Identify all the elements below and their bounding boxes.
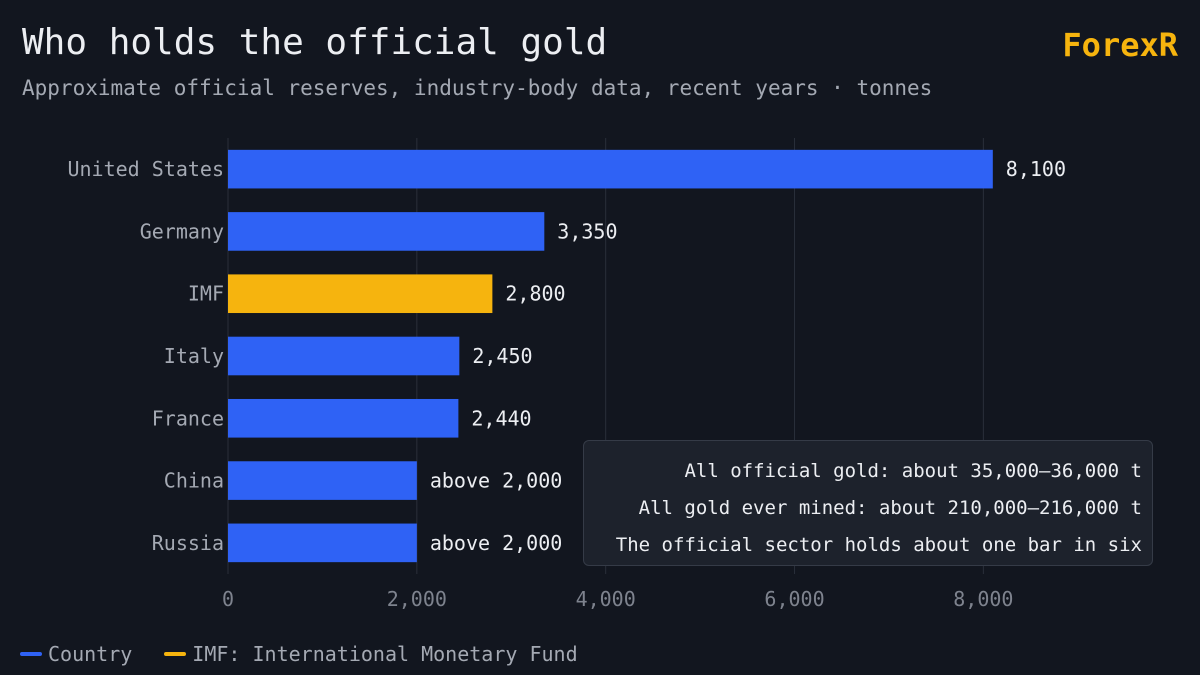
x-tick-label: 8,000 [953, 587, 1013, 611]
bar [228, 523, 417, 563]
category-label: Germany [140, 219, 224, 243]
x-tick-label: 6,000 [764, 587, 824, 611]
brand-logo: ForexR [1062, 26, 1178, 64]
legend-swatch-imf [164, 652, 187, 656]
value-label: 2,450 [472, 344, 532, 368]
chart-title: Who holds the official gold [22, 22, 608, 63]
legend-label: IMF: International Monetary Fund [192, 642, 578, 666]
x-tick-label: 4,000 [576, 587, 636, 611]
category-label: Russia [152, 531, 224, 555]
category-label: United States [67, 157, 224, 181]
value-label: 8,100 [1006, 157, 1066, 181]
annotation-line: All gold ever mined: about 210,000–216,0… [638, 497, 1142, 519]
chart-subtitle: Approximate official reserves, industry-… [22, 76, 933, 100]
value-label: above 2,000 [430, 531, 562, 555]
legend-label: Country [48, 642, 133, 666]
bar [228, 336, 460, 376]
annotation-line: All official gold: about 35,000–36,000 t [684, 460, 1142, 482]
category-label: IMF [188, 282, 224, 306]
annotation-box: All official gold: about 35,000–36,000 t… [583, 440, 1153, 566]
value-label: 3,350 [557, 219, 617, 243]
bar [228, 398, 459, 438]
category-label: France [152, 406, 224, 430]
annotation-line: The official sector holds about one bar … [615, 534, 1142, 556]
legend-item-country: Country [20, 642, 132, 666]
legend-item-imf: IMF: International Monetary Fund [164, 642, 578, 666]
value-label: above 2,000 [430, 469, 562, 493]
bar [228, 149, 993, 189]
bar [228, 274, 493, 314]
value-label: 2,800 [505, 282, 565, 306]
bar [228, 461, 417, 500]
labels: 0 2,000 4,000 6,000 8,000 United States 8,100 G… [67, 157, 1066, 611]
bar [228, 212, 545, 251]
category-label: China [164, 469, 224, 493]
value-label: 2,440 [471, 406, 531, 430]
legend-swatch-country [20, 652, 42, 656]
bars [228, 149, 993, 563]
legend: Country IMF: International Monetary Fund [20, 642, 578, 666]
x-tick-label: 2,000 [387, 587, 447, 611]
x-tick-label: 0 [222, 587, 234, 611]
category-label: Italy [164, 344, 224, 368]
